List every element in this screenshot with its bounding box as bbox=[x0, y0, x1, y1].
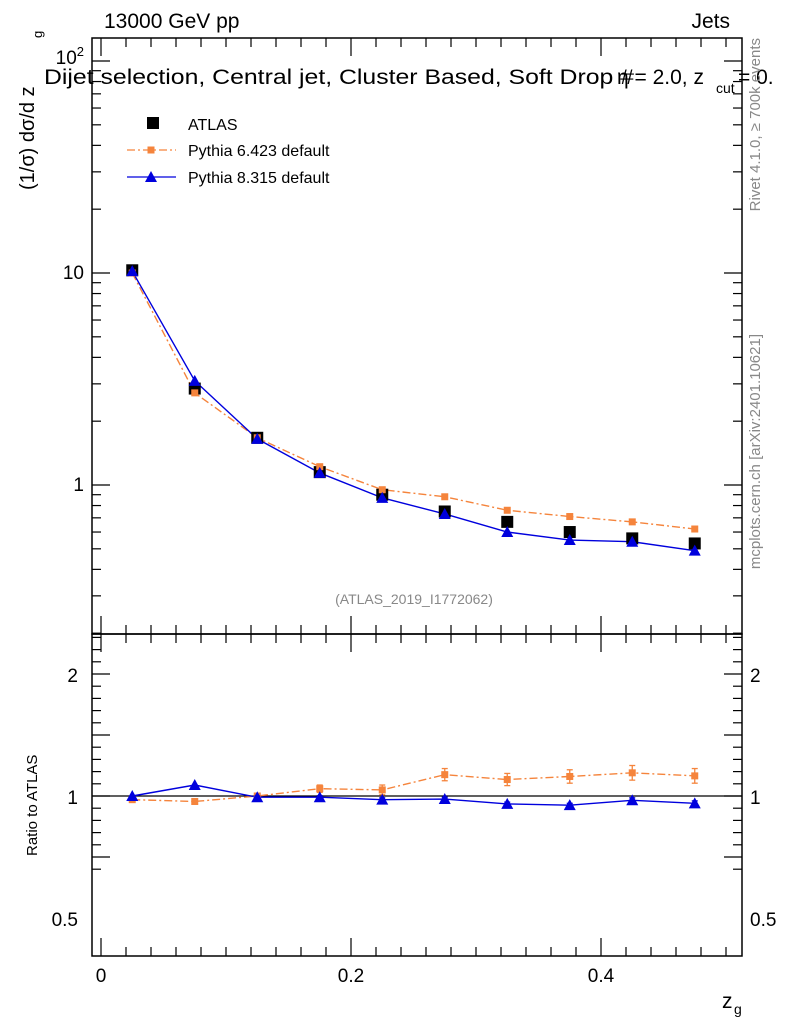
x-axis-label: z bbox=[722, 990, 733, 1013]
ratio-point-pythia-6-423-default bbox=[441, 771, 449, 779]
ratio-axis-ticks bbox=[92, 636, 742, 870]
rivet-version-label: Rivet 4.1.0, ≥ 700k events bbox=[747, 38, 764, 211]
plot-title-sub: cut bbox=[716, 80, 735, 96]
point-pythia-8-315-default bbox=[626, 535, 639, 547]
ratio-plot-frame bbox=[91, 633, 743, 957]
point-pythia-6-423-default bbox=[378, 486, 386, 494]
x-tick-label-0.2: 0.2 bbox=[338, 966, 364, 987]
point-pythia-8-315-default bbox=[376, 491, 389, 503]
analysis-id: (ATLAS_2019_I1772062) bbox=[335, 591, 493, 607]
point-pythia-6-423-default bbox=[503, 506, 511, 514]
ratio-point-pythia-6-423-default bbox=[566, 772, 574, 780]
legend-marker-pythia8 bbox=[145, 171, 157, 182]
point-pythia-6-423-default bbox=[191, 389, 199, 397]
point-pythia-6-423-default bbox=[628, 518, 636, 526]
legend-label-pythia8: Pythia 8.315 default bbox=[188, 170, 330, 187]
point-pythia-8-315-default bbox=[438, 507, 451, 519]
ratio-tick-label-right-0.5: 0.5 bbox=[750, 910, 776, 931]
mcplots-label: mcplots.cern.ch [arXiv:2401.10621] bbox=[747, 334, 764, 569]
legend-marker-pythia6 bbox=[147, 146, 155, 154]
y-axis-title: (1/σ) dσ/d z g bbox=[17, 31, 45, 190]
point-pythia-8-315-default bbox=[188, 374, 201, 386]
series-line-pythia-8-315-default bbox=[131, 270, 695, 552]
y-axis-label: (1/σ) dσ/d z bbox=[17, 86, 39, 190]
plot-title: Dijet selection, Central jet, Cluster Ba… bbox=[44, 66, 774, 96]
ratio-tick-label-right-1: 1 bbox=[750, 788, 761, 809]
point-pythia-8-315-default bbox=[126, 265, 139, 277]
x-tick-label-0: 0 bbox=[96, 966, 107, 987]
ratio-series-lines bbox=[132, 772, 695, 806]
ratio-tick-label-0.5: 0.5 bbox=[52, 910, 78, 931]
point-atlas bbox=[563, 526, 576, 539]
ratio-point-pythia-6-423-default bbox=[628, 769, 636, 777]
point-pythia-8-315-default bbox=[313, 466, 326, 478]
point-pythia-6-423-default bbox=[691, 525, 699, 533]
point-pythia-8-315-default bbox=[688, 544, 701, 556]
ratio-point-pythia-8-315-default bbox=[251, 791, 264, 803]
ratio-line-pythia-6-423-default bbox=[132, 772, 695, 803]
ratio-point-pythia-8-315-default bbox=[313, 791, 326, 803]
point-pythia-6-423-default bbox=[316, 463, 324, 471]
ratio-point-pythia-6-423-default bbox=[316, 785, 324, 793]
ratio-point-pythia-6-423-default bbox=[191, 797, 199, 805]
ratio-point-pythia-8-315-default bbox=[563, 799, 576, 811]
legend: ATLAS Pythia 6.423 default Pythia 8.315 … bbox=[127, 117, 330, 187]
x-axis-title: z g bbox=[722, 990, 742, 1017]
x-tick-label-0.4: 0.4 bbox=[588, 966, 615, 987]
x-axis-ticks bbox=[100, 38, 727, 956]
ratio-point-pythia-6-423-default bbox=[691, 772, 699, 780]
ratio-point-pythia-8-315-default bbox=[688, 797, 701, 809]
ratio-axis-label: Ratio to ATLAS bbox=[24, 755, 41, 856]
main-series-lines bbox=[131, 270, 695, 552]
legend-label-pythia6: Pythia 6.423 default bbox=[188, 143, 330, 160]
y-axis-label-sub: g bbox=[30, 31, 45, 38]
point-atlas bbox=[501, 515, 514, 528]
point-pythia-8-315-default bbox=[251, 432, 264, 444]
ratio-series-points bbox=[126, 764, 701, 811]
ratio-point-pythia-8-315-default bbox=[438, 793, 451, 805]
energy-label: 13000 GeV pp bbox=[104, 10, 239, 33]
ratio-point-pythia-6-423-default bbox=[503, 776, 511, 784]
ratio-line-pythia-8-315-default bbox=[132, 784, 695, 806]
svg-text:102: 102 bbox=[56, 44, 84, 69]
ratio-point-pythia-6-423-default bbox=[378, 786, 386, 794]
x-axis-label-sub: g bbox=[734, 1001, 742, 1017]
point-pythia-8-315-default bbox=[563, 534, 576, 546]
ratio-tick-label-1: 1 bbox=[67, 788, 78, 809]
y-tick-label-10: 10 bbox=[63, 263, 84, 284]
point-atlas bbox=[688, 537, 701, 550]
ratio-tick-label-2: 2 bbox=[67, 666, 78, 687]
ratio-point-pythia-8-315-default bbox=[626, 794, 639, 806]
legend-label-atlas: ATLAS bbox=[188, 117, 238, 134]
y-tick-label-1: 1 bbox=[73, 475, 84, 496]
ratio-point-pythia-8-315-default bbox=[188, 779, 201, 791]
plot-title-end: = 0. bbox=[738, 66, 774, 89]
ratio-point-pythia-8-315-default bbox=[376, 793, 389, 805]
ratio-tick-label-right-2: 2 bbox=[750, 666, 761, 687]
ratio-point-pythia-8-315-default bbox=[501, 797, 514, 809]
plot-title-eta: η = 2.0, z bbox=[617, 66, 704, 89]
y-tick-top-label: 102 bbox=[56, 44, 84, 69]
ratio-point-pythia-8-315-default bbox=[126, 790, 139, 801]
y-tick-top-exp: 2 bbox=[77, 44, 84, 59]
point-pythia-6-423-default bbox=[441, 493, 449, 501]
main-series-points bbox=[126, 264, 701, 556]
point-pythia-6-423-default bbox=[566, 513, 574, 521]
main-axis-ticks bbox=[92, 60, 742, 634]
legend-marker-atlas bbox=[147, 117, 159, 129]
plot-title-main: Dijet selection, Central jet, Cluster Ba… bbox=[44, 66, 634, 89]
category-label: Jets bbox=[691, 10, 730, 33]
series-line-pythia-6-423-default bbox=[131, 272, 695, 530]
point-pythia-8-315-default bbox=[501, 526, 514, 538]
y-tick-top-base: 10 bbox=[56, 48, 77, 69]
